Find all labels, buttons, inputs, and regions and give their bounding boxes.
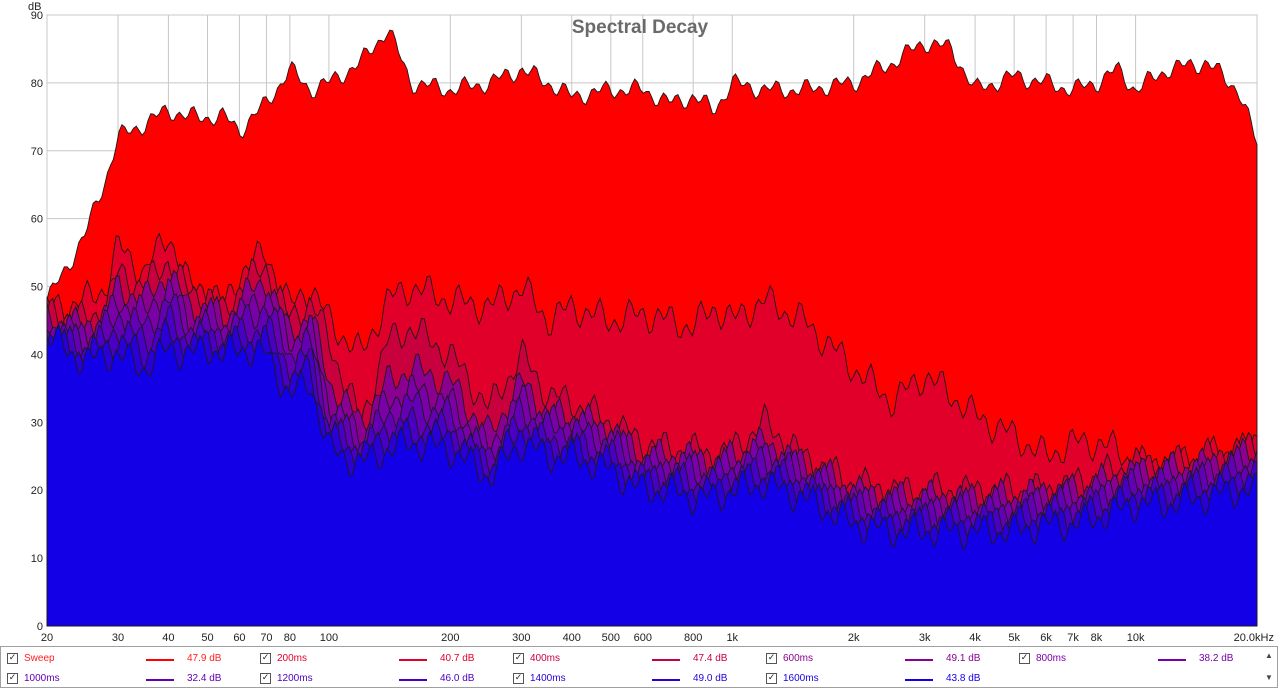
- x-tick-label: 30: [112, 632, 124, 644]
- legend-item-400ms: ✓ 400ms 47.4 dB: [513, 651, 763, 669]
- y-tick-label: 30: [31, 417, 43, 429]
- x-tick-label: 3k: [919, 632, 931, 644]
- legend-series-name: 1600ms: [783, 673, 819, 684]
- legend-scroll-down-icon[interactable]: ▼: [1265, 673, 1273, 682]
- series-areas: [46, 29, 1258, 627]
- legend-checkbox[interactable]: ✓: [766, 653, 777, 664]
- y-tick-label: 0: [37, 621, 43, 633]
- x-tick-label: 8k: [1091, 632, 1103, 644]
- x-tick-label: 500: [602, 632, 620, 644]
- y-tick-label: 20: [31, 485, 43, 497]
- x-tick-label: 600: [634, 632, 652, 644]
- legend-checkbox[interactable]: ✓: [766, 673, 777, 684]
- legend-series-name: 1400ms: [530, 673, 566, 684]
- legend-item-600ms: ✓ 600ms 49.1 dB: [766, 651, 1016, 669]
- x-tick-label: 20.0kHz: [1234, 632, 1274, 644]
- legend-line-swatch: [905, 679, 933, 681]
- x-tick-label: 60: [233, 632, 245, 644]
- legend-item-1000ms: ✓ 1000ms 32.4 dB: [7, 671, 257, 689]
- legend-checkbox[interactable]: ✓: [513, 653, 524, 664]
- x-tick-label: 1k: [726, 632, 738, 644]
- y-tick-label: 10: [31, 553, 43, 565]
- legend-line-swatch: [399, 679, 427, 681]
- legend-series-name: 200ms: [277, 653, 308, 664]
- x-tick-label: 7k: [1067, 632, 1079, 644]
- series-area-1600ms: [46, 323, 1258, 627]
- legend-item-1600ms: ✓ 1600ms 43.8 dB: [766, 671, 1016, 689]
- y-axis-label: dB: [28, 1, 41, 13]
- legend-item-1200ms: ✓ 1200ms 46.0 dB: [260, 671, 510, 689]
- legend-value: 32.4 dB: [187, 673, 222, 684]
- x-tick-label: 10k: [1127, 632, 1145, 644]
- legend-series-name: 1200ms: [277, 673, 313, 684]
- legend-item-800ms: ✓ 800ms 38.2 dB: [1019, 651, 1269, 669]
- legend-line-swatch: [399, 659, 427, 661]
- legend-value: 43.8 dB: [946, 673, 981, 684]
- x-tick-label: 40: [162, 632, 174, 644]
- chart-title: Spectral Decay: [572, 17, 709, 38]
- legend-value: 38.2 dB: [1199, 653, 1234, 664]
- legend-line-swatch: [1158, 659, 1186, 661]
- x-tick-label: 80: [284, 632, 296, 644]
- x-tick-label: 2k: [848, 632, 860, 644]
- legend-value: 49.1 dB: [946, 653, 981, 664]
- x-tick-label: 6k: [1040, 632, 1052, 644]
- x-tick-label: 20: [41, 632, 53, 644]
- legend-value: 47.4 dB: [693, 653, 728, 664]
- legend-checkbox[interactable]: ✓: [1019, 653, 1030, 664]
- legend-series-name: 800ms: [1036, 653, 1067, 664]
- y-tick-label: 80: [31, 78, 43, 90]
- legend-item-200ms: ✓ 200ms 40.7 dB: [260, 651, 510, 669]
- legend-series-name: 400ms: [530, 653, 561, 664]
- legend-line-swatch: [905, 659, 933, 661]
- legend-checkbox[interactable]: ✓: [513, 673, 524, 684]
- y-tick-label: 90: [31, 10, 43, 22]
- legend-line-swatch: [146, 659, 174, 661]
- legend-item-1400ms: ✓ 1400ms 49.0 dB: [513, 671, 763, 689]
- legend-value: 40.7 dB: [440, 653, 475, 664]
- legend-line-swatch: [146, 679, 174, 681]
- legend-value: 49.0 dB: [693, 673, 728, 684]
- legend-line-swatch: [652, 659, 680, 661]
- x-tick-label: 200: [441, 632, 459, 644]
- y-tick-label: 50: [31, 282, 43, 294]
- legend-panel: ▲ ▼ ✓ Sweep 47.9 dB ✓ 200ms 40.7 dB ✓ 400ms 47.4…: [0, 646, 1278, 688]
- legend-value: 47.9 dB: [187, 653, 222, 664]
- legend-checkbox[interactable]: ✓: [260, 673, 271, 684]
- legend-series-name: 1000ms: [24, 673, 60, 684]
- x-tick-label: 5k: [1008, 632, 1020, 644]
- legend-checkbox[interactable]: ✓: [260, 653, 271, 664]
- legend-series-name: 600ms: [783, 653, 814, 664]
- x-tick-label: 70: [260, 632, 272, 644]
- y-tick-label: 70: [31, 146, 43, 158]
- legend-checkbox[interactable]: ✓: [7, 673, 18, 684]
- legend-scroll-up-icon[interactable]: ▲: [1265, 651, 1273, 660]
- x-tick-label: 50: [201, 632, 213, 644]
- x-tick-label: 100: [320, 632, 338, 644]
- y-tick-label: 60: [31, 214, 43, 226]
- x-tick-label: 300: [512, 632, 530, 644]
- y-tick-label: 40: [31, 349, 43, 361]
- x-tick-label: 400: [563, 632, 581, 644]
- legend-value: 46.0 dB: [440, 673, 475, 684]
- legend-line-swatch: [652, 679, 680, 681]
- legend-series-name: Sweep: [24, 653, 55, 664]
- legend-checkbox[interactable]: ✓: [7, 653, 18, 664]
- x-tick-label: 4k: [969, 632, 981, 644]
- legend-item-sweep: ✓ Sweep 47.9 dB: [7, 651, 257, 669]
- x-tick-label: 800: [684, 632, 702, 644]
